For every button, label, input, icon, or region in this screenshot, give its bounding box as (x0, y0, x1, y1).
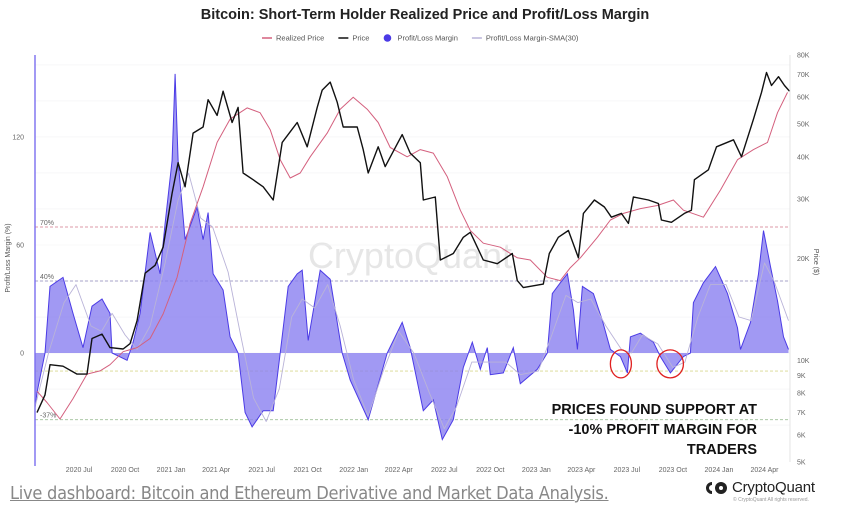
x-tick-label: 2022 Apr (385, 467, 414, 474)
annotation-line-1: PRICES FOUND SUPPORT AT (552, 402, 758, 418)
y-left-tick-label: 60 (16, 242, 24, 249)
dashboard-link[interactable]: Live dashboard: Bitcoin and Ethereum Der… (10, 484, 609, 504)
annotation: PRICES FOUND SUPPORT AT -10% PROFIT MARG… (552, 349, 758, 458)
cryptoquant-logo-icon (706, 481, 727, 494)
legend: Realized Price Price Profit/Loss Margin Pro… (262, 34, 579, 43)
annotation-line-2: -10% PROFIT MARGIN FOR (568, 422, 757, 438)
legend-label-0: Realized Price (276, 34, 324, 43)
y-right-label: Price ($) (812, 249, 819, 275)
reference-line-label: 70% (40, 220, 54, 227)
y-right-tick-label: 30K (797, 196, 810, 203)
y-right-tick-label: 70K (797, 72, 810, 79)
series-layer (34, 71, 791, 441)
profit-loss-margin-line (34, 73, 789, 441)
x-tick-label: 2022 Jul (431, 467, 458, 474)
cryptoquant-logo: CryptoQuant (706, 479, 815, 496)
y-right-tick-label: 6K (797, 433, 806, 440)
watermark: CryptoQuant (308, 235, 512, 276)
chart-title: Bitcoin: Short-Term Holder Realized Pric… (201, 7, 650, 23)
highlight-circle-2 (656, 349, 685, 379)
x-tick-label: 2023 Jul (614, 467, 641, 474)
reference-line-label: 40% (40, 274, 54, 281)
y-right-tick-label: 50K (797, 121, 810, 128)
x-tick-label: 2022 Oct (476, 467, 504, 474)
x-tick-label: 2023 Apr (567, 467, 596, 474)
x-tick-label: 2021 Oct (293, 467, 321, 474)
y-right-tick-label: 7K (797, 410, 806, 417)
y-right-tick-label: 10K (797, 358, 810, 365)
legend-label-3: Profit/Loss Margin-SMA(30) (486, 34, 579, 43)
y-left-tick-label: 0 (20, 351, 24, 358)
y-right-tick-label: 40K (797, 154, 810, 161)
logo-brand-text: CryptoQuant (732, 479, 815, 496)
y-left-label: Profit/Loss Margin (%) (5, 223, 12, 292)
profit-loss-margin-sma-30--line (34, 172, 789, 430)
legend-label-2: Profit/Loss Margin (397, 34, 457, 43)
legend-marker-2 (383, 34, 392, 42)
x-tick-label: 2023 Jan (522, 467, 551, 474)
highlight-circle-1 (609, 349, 633, 379)
x-tick-label: 2020 Oct (111, 467, 139, 474)
x-tick-label: 2021 Jan (157, 467, 186, 474)
legend-label-1: Price (352, 34, 369, 43)
x-tick-label: 2024 Jan (705, 467, 734, 474)
x-tick-label: 2021 Jul (248, 467, 275, 474)
x-tick-label: 2022 Jan (339, 467, 368, 474)
y-right-tick-label: 9K (797, 373, 806, 380)
y-right-tick-label: 80K (797, 53, 810, 60)
y-right-tick-label: 5K (797, 460, 806, 467)
copyright: © CryptoQuant All rights reserved. (733, 497, 809, 503)
y-left-tick-label: 120 (12, 134, 24, 141)
reference-line-label: -37% (40, 413, 56, 420)
annotation-line-3: TRADERS (687, 442, 757, 458)
x-tick-label: 2024 Apr (750, 467, 779, 474)
x-tick-label: 2020 Jul (66, 467, 93, 474)
x-tick-label: 2021 Apr (202, 467, 231, 474)
realized-price-line (36, 92, 788, 420)
price-line (36, 71, 791, 413)
profit-loss-margin-area (35, 73, 789, 440)
y-right-tick-label: 60K (797, 95, 810, 102)
x-tick-label: 2023 Oct (659, 467, 687, 474)
y-right-tick-label: 20K (797, 256, 810, 263)
axes: 120 60 0 80K 70K 60K 50K 40K 30K 20K 10K 9K 8K 7K 6K 5K… (12, 53, 809, 475)
y-right-tick-label: 8K (797, 391, 806, 398)
